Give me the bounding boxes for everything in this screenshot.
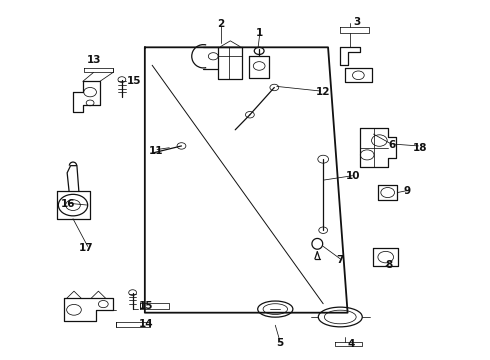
Text: 16: 16 <box>61 199 75 210</box>
Text: 12: 12 <box>316 87 330 97</box>
Text: 7: 7 <box>337 255 344 265</box>
Text: 14: 14 <box>139 319 153 329</box>
Text: 9: 9 <box>404 186 411 197</box>
Text: 15: 15 <box>139 301 153 311</box>
Text: 8: 8 <box>386 260 393 270</box>
Text: 15: 15 <box>126 76 141 86</box>
Text: 11: 11 <box>149 145 163 156</box>
Text: 4: 4 <box>348 339 355 349</box>
Text: 2: 2 <box>217 19 224 29</box>
Text: 18: 18 <box>413 143 427 153</box>
Text: 10: 10 <box>346 171 361 181</box>
Text: 1: 1 <box>256 28 263 38</box>
Text: 13: 13 <box>87 55 102 65</box>
Text: 3: 3 <box>354 17 361 27</box>
Text: 5: 5 <box>276 338 284 348</box>
Text: 17: 17 <box>79 243 94 253</box>
Text: 6: 6 <box>388 140 395 150</box>
